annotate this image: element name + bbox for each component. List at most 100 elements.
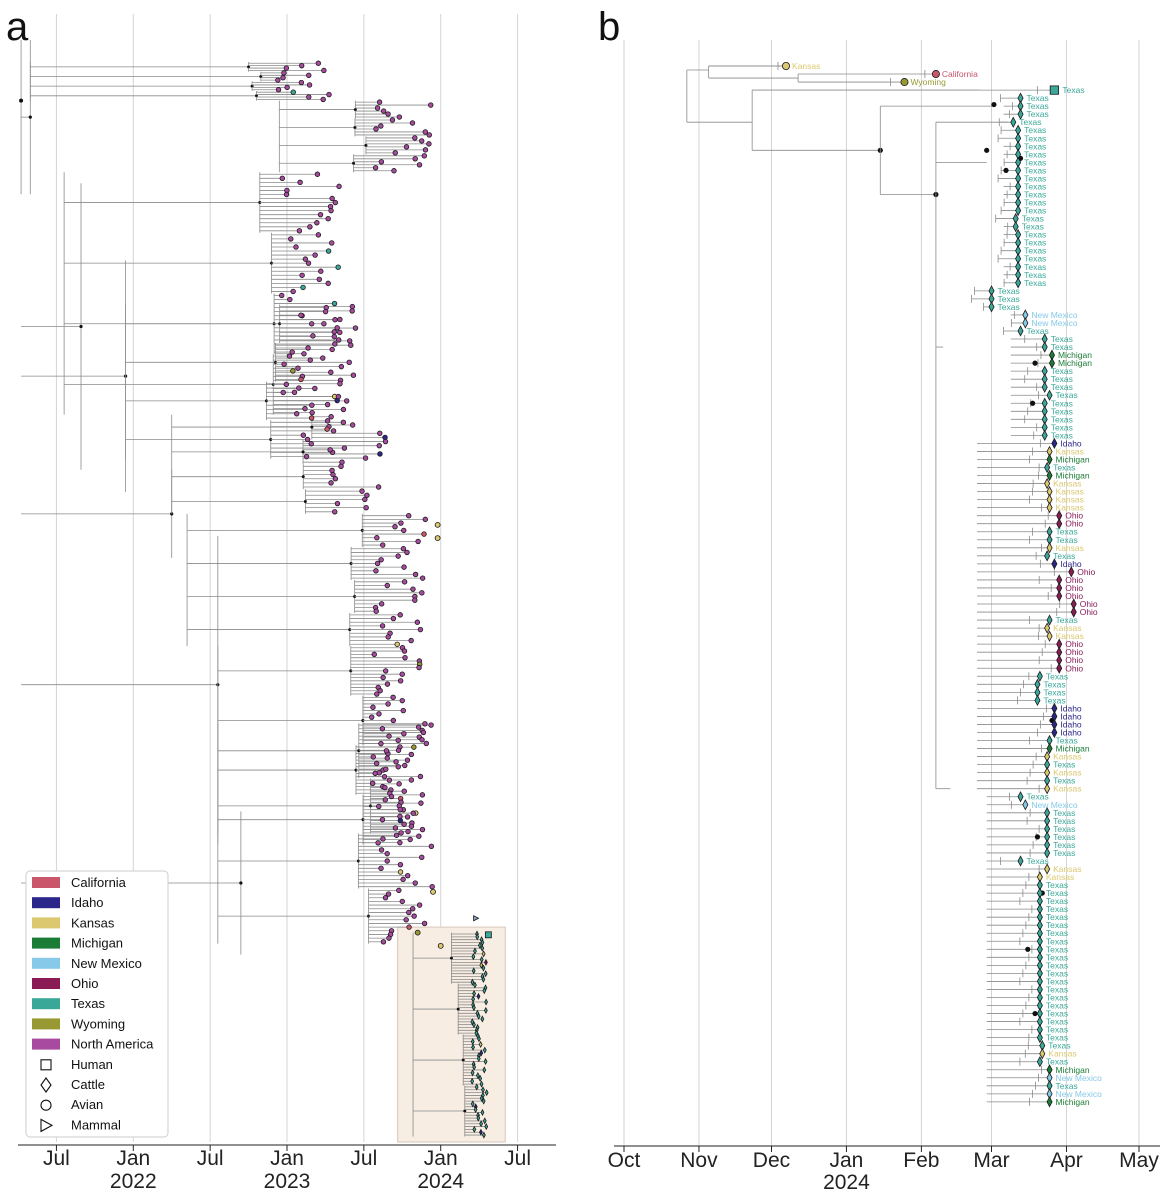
tip-marker [337,381,343,387]
tip-marker [370,704,376,710]
tip-label: Ohio [1065,655,1083,665]
tip-marker [419,590,425,596]
tip-marker [401,564,407,570]
tip-marker [325,280,331,287]
tip-label: New Mexico [1056,1073,1103,1083]
internal-node [984,147,990,153]
tip-marker [362,496,368,503]
tip-label: New Mexico [1056,1089,1103,1099]
tip-marker [419,138,425,144]
tip-label: Kansas [1056,487,1084,497]
tip-marker [422,516,429,523]
internal-node [1032,360,1038,366]
tip-label: Texas [1024,278,1046,288]
tip-marker [386,733,392,739]
tip-marker [470,1077,475,1085]
tip-marker [383,766,389,772]
internal-node [255,94,259,98]
tip-marker [401,731,407,737]
tip-marker-diamond [1046,469,1053,482]
tip-marker-diamond [1022,799,1029,811]
tip-marker [283,191,290,198]
internal-node [1025,946,1031,952]
tip-marker [289,349,295,355]
tip-marker [373,608,379,614]
tip-marker [325,248,332,254]
tip-label: Texas [1053,840,1075,850]
tip-marker [479,961,484,969]
tip-marker [372,165,379,171]
tip-marker [480,1015,485,1023]
tip-marker [480,944,485,952]
tip-marker [373,760,380,767]
tip-marker [363,504,369,511]
tip-marker-diamond [1022,317,1029,329]
tip-marker [321,67,327,74]
tip-marker [332,476,339,482]
tip-marker [287,296,293,303]
tip-marker [477,1035,481,1043]
tip-marker [421,153,428,159]
internal-node [991,101,997,108]
tip-marker-diamond [1041,429,1048,442]
tip-marker [430,888,436,895]
tip-label: Idaho [1060,703,1082,713]
tip-label: Texas [1046,904,1068,914]
tip-marker [483,970,488,978]
legend-swatch [32,877,60,888]
tip-marker [422,129,429,135]
legend-swatch [32,978,60,989]
legend-swatch [32,1038,60,1050]
x-tick-year-label: 2024 [823,1171,870,1194]
tip-marker [373,126,379,132]
tip-marker [396,781,402,787]
tip-marker-diamond [1046,389,1053,401]
internal-node [353,108,357,112]
tip-marker [404,549,410,556]
tip-marker [479,1080,484,1088]
tip-marker-diamond [1015,277,1022,289]
legend-label: Cattle [71,1077,105,1092]
tip-label: Texas [1027,93,1049,103]
tip-marker [411,913,417,919]
tip-marker [403,917,409,923]
internal-node [28,115,32,119]
tip-marker [284,84,290,91]
tip-label: Kansas [1053,768,1081,778]
tip-marker [409,120,416,126]
internal-node [1034,834,1041,840]
tip-label: Texas [1022,222,1044,232]
circle-icon [40,1099,52,1111]
tip-label: Texas [1051,374,1073,384]
tip-marker [302,405,308,412]
tip-marker [378,159,385,165]
tip-label: Texas [1027,109,1049,119]
tip-marker-diamond [1044,622,1051,634]
triangle-icon [40,1118,54,1133]
tip-marker-diamond [1017,855,1024,867]
tip-marker [399,898,406,905]
tip-label: Texas [1051,342,1073,352]
tip-marker [429,884,435,890]
tip-marker-diamond [1012,220,1019,233]
legend-label: Mammal [71,1117,121,1132]
tip-marker [474,1083,479,1091]
tip-marker-diamond [1017,791,1024,803]
tip-marker [379,816,386,823]
tip-marker [410,906,416,912]
internal-node [247,65,251,69]
tip-marker [473,981,477,989]
tip-marker-diamond [1017,325,1024,337]
tip-marker [374,535,380,541]
tip-marker-diamond [1051,558,1058,570]
tip-marker [328,207,334,214]
tip-marker [378,847,385,853]
tip-marker [397,839,403,846]
tip-marker [352,325,359,331]
tip-marker [335,393,342,400]
legend-label: Human [71,1057,113,1072]
tip-marker [421,920,428,927]
tip-marker [304,436,311,443]
tip-marker [300,284,306,291]
tip-label: Idaho [1060,438,1082,448]
